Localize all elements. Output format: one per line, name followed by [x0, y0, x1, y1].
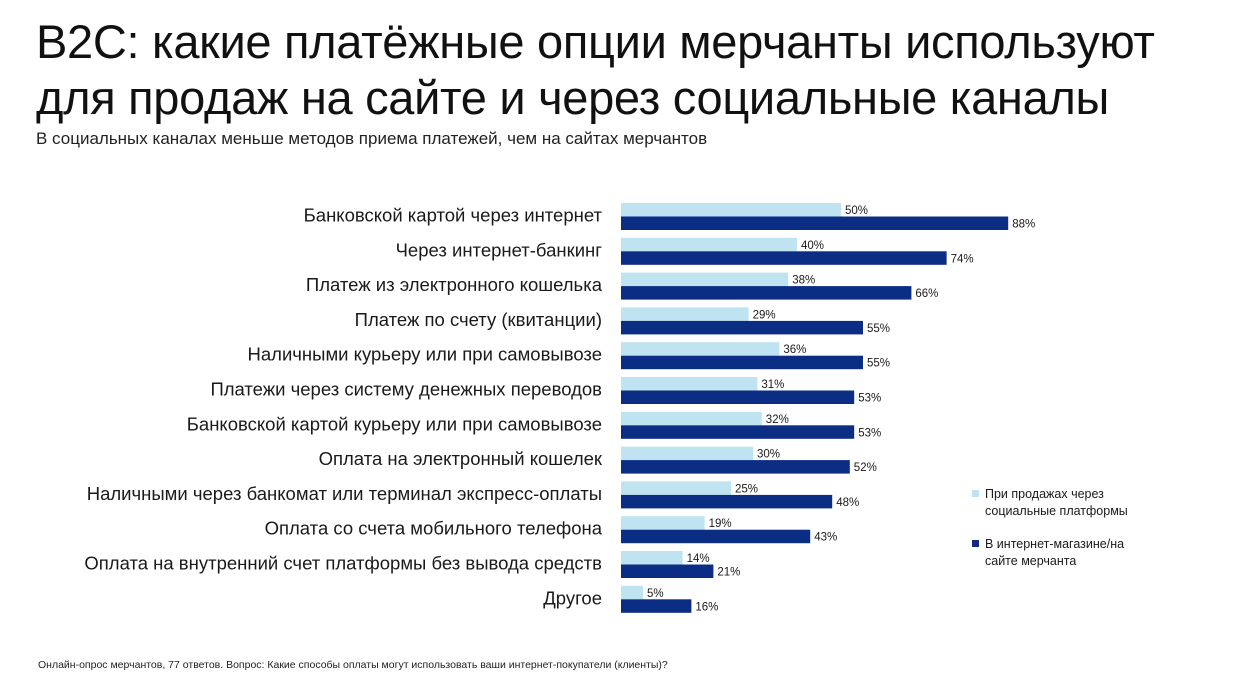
value-label-site: 21% [717, 567, 740, 579]
category-group: Оплата на внутренний счет платформы без … [84, 551, 740, 579]
value-label-site: 55% [867, 323, 890, 335]
bar-site [621, 425, 855, 439]
value-label-social: 5% [647, 588, 664, 600]
value-label-social: 29% [753, 309, 776, 321]
category-label: Банковской картой через интернет [304, 205, 603, 226]
value-label-site: 16% [695, 601, 718, 613]
category-label: Наличными курьеру или при самовывозе [248, 344, 602, 365]
category-label: Оплата на внутренний счет платформы без … [84, 553, 602, 574]
category-group: Другое 5% 16% [543, 585, 718, 613]
category-label: Платеж по счету (квитанции) [355, 309, 602, 330]
category-group: Платеж из электронного кошелька 38% 66% [306, 272, 938, 300]
value-label-social: 25% [735, 483, 758, 495]
category-group: Наличными через банкомат или терминал эк… [87, 481, 859, 509]
category-label: Банковской картой курьеру или при самовы… [187, 413, 602, 434]
bar-social [621, 411, 762, 426]
category-label: Другое [543, 587, 602, 608]
category-label: Платежи через систему денежных переводов [210, 379, 602, 400]
category-label: Через интернет-банкинг [396, 239, 603, 260]
category-group: Наличными курьеру или при самовывозе 36% 5… [248, 342, 890, 370]
footnote: Онлайн-опрос мерчантов, 77 ответов. Вопр… [38, 659, 668, 671]
value-label-site: 48% [836, 497, 859, 509]
category-label: Оплата со счета мобильного телефона [265, 518, 603, 539]
value-label-social: 40% [801, 240, 824, 252]
legend-swatch-social [972, 490, 979, 497]
bar-site [621, 286, 912, 300]
value-label-social: 14% [687, 553, 710, 565]
page-title: B2C: какие платёжные опции мерчанты испо… [36, 15, 1155, 124]
category-label: Оплата на электронный кошелек [319, 448, 603, 469]
category-label: Наличными через банкомат или терминал эк… [87, 483, 602, 504]
value-label-social: 36% [783, 344, 806, 356]
legend-swatch-site [972, 540, 979, 547]
bar-site [621, 320, 863, 335]
chart-legend: При продажах через социальные платформы … [972, 486, 1132, 586]
category-group: Платеж по счету (квитанции) 29% 55% [355, 307, 890, 335]
bar-social [621, 203, 841, 217]
bar-site [621, 564, 714, 578]
bar-site [621, 216, 1009, 230]
category-group: Платежи через систему денежных переводов… [210, 377, 881, 405]
category-group: Банковской картой курьеру или при самовы… [187, 411, 881, 439]
value-label-social: 32% [766, 414, 789, 426]
value-label-site: 74% [951, 253, 974, 265]
category-group: Через интернет-банкинг 40% 74% [396, 237, 974, 265]
value-label-site: 55% [867, 358, 890, 370]
bar-site [621, 529, 811, 544]
bar-social [621, 237, 797, 252]
value-label-site: 43% [814, 532, 837, 544]
bar-social [621, 307, 749, 321]
legend-label-site: В интернет-магазине/на сайте мерчанта [985, 537, 1125, 568]
bar-site [621, 355, 863, 370]
bar-social [621, 516, 705, 530]
bar-site [621, 390, 855, 404]
value-label-social: 50% [845, 205, 868, 217]
bar-social [621, 585, 643, 600]
value-label-site: 88% [1012, 219, 1035, 231]
value-label-site: 66% [915, 288, 938, 300]
category-label: Платеж из электронного кошелька [306, 274, 603, 295]
bar-social [621, 272, 789, 287]
bar-site [621, 251, 947, 265]
page-subtitle: В социальных каналах меньше методов прие… [36, 129, 708, 148]
value-label-site: 53% [858, 427, 881, 439]
value-label-site: 53% [858, 393, 881, 405]
legend-item-social: При продажах через социальные платформы [972, 486, 1132, 520]
value-label-social: 19% [709, 518, 732, 530]
bar-social [621, 446, 753, 461]
value-label-social: 31% [761, 379, 784, 391]
legend-label-social: При продажах через социальные платформы [985, 487, 1128, 518]
category-group: Оплата со счета мобильного телефона 19% 43… [265, 516, 837, 544]
bar-social [621, 377, 758, 391]
category-group: Банковской картой через интернет 50% 88% [304, 203, 1035, 231]
value-label-site: 52% [854, 462, 877, 474]
value-label-social: 38% [792, 275, 815, 287]
bar-site [621, 494, 833, 509]
bar-site [621, 460, 850, 474]
bar-social [621, 342, 780, 356]
legend-item-site: В интернет-магазине/на сайте мерчанта [972, 536, 1132, 570]
category-group: Оплата на электронный кошелек 30% 52% [319, 446, 877, 474]
bar-social [621, 551, 683, 565]
value-label-social: 30% [757, 449, 780, 461]
bar-site [621, 599, 692, 613]
bar-social [621, 481, 731, 495]
